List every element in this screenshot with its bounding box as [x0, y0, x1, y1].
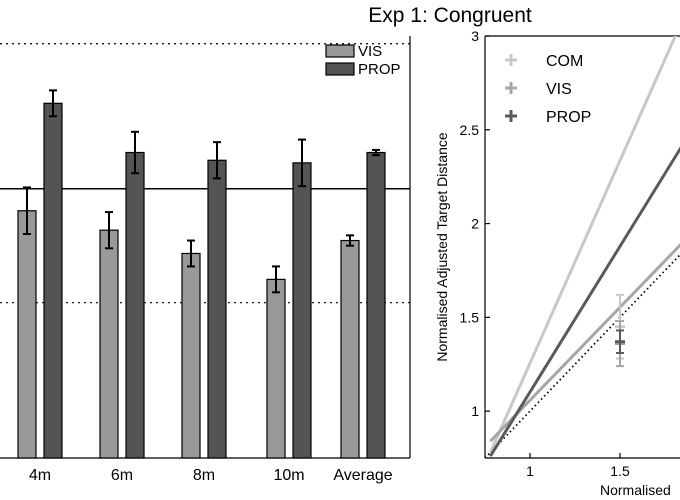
bar-prop-average [366, 151, 386, 459]
bar-prop-10m [292, 162, 312, 459]
legend-label-prop: PROP [358, 61, 401, 78]
legend-swatch-vis [325, 44, 355, 58]
x-tick-label: 1.5 [610, 463, 630, 479]
reference-lines [0, 43, 410, 304]
y-axis-label: Normalised Adjusted Target Distance [434, 132, 450, 362]
x-tick-label: 4m [29, 467, 51, 484]
fit-line-com [489, 36, 677, 453]
legend-swatch-prop [325, 62, 355, 76]
y-tick-label: 1 [471, 403, 479, 419]
x-axis-label: Normalised [600, 482, 671, 498]
y-tick-label: 2.5 [460, 122, 480, 138]
y-tick-label: 1.5 [460, 309, 480, 325]
fit-line-prop [489, 146, 680, 457]
x-tick-label: 8m [193, 467, 215, 484]
axis-ticks: 1 1.5 2 2.5 3 1 1.5 [460, 28, 630, 479]
y-tick-label: 2 [471, 216, 479, 232]
legend-label-vis: VIS [358, 43, 382, 60]
fit-line-vis [489, 243, 680, 443]
y-tick-label: 3 [471, 28, 479, 44]
legend-label-prop: PROP [546, 109, 591, 126]
x-tick-label: Average [333, 467, 392, 484]
bar-prop-6m [125, 151, 145, 459]
bar-vis-8m [181, 252, 201, 459]
legend: COM VIS PROP [505, 53, 591, 126]
bar-series [17, 89, 386, 459]
legend-label-com: COM [546, 53, 583, 70]
x-tick-label: 1 [526, 463, 534, 479]
bar-vis-4m [17, 210, 37, 459]
bar-prop-8m [207, 159, 227, 459]
x-tick-labels: 4m 6m 8m 10m Average [29, 467, 393, 484]
bar-vis-average [340, 239, 360, 459]
legend-label-vis: VIS [546, 81, 572, 98]
bar-vis-10m [266, 278, 286, 459]
bar-vis-6m [99, 229, 119, 459]
plot-area [485, 36, 680, 458]
figure-title: Exp 1: Congruent [368, 4, 532, 27]
x-tick-label: 6m [111, 467, 133, 484]
line-chart: 1 1.5 2 2.5 3 1 1.5 COM VIS PROP Normalised Adju… [434, 28, 680, 498]
x-tick-label: 10m [273, 467, 304, 484]
bar-prop-4m [43, 102, 63, 459]
